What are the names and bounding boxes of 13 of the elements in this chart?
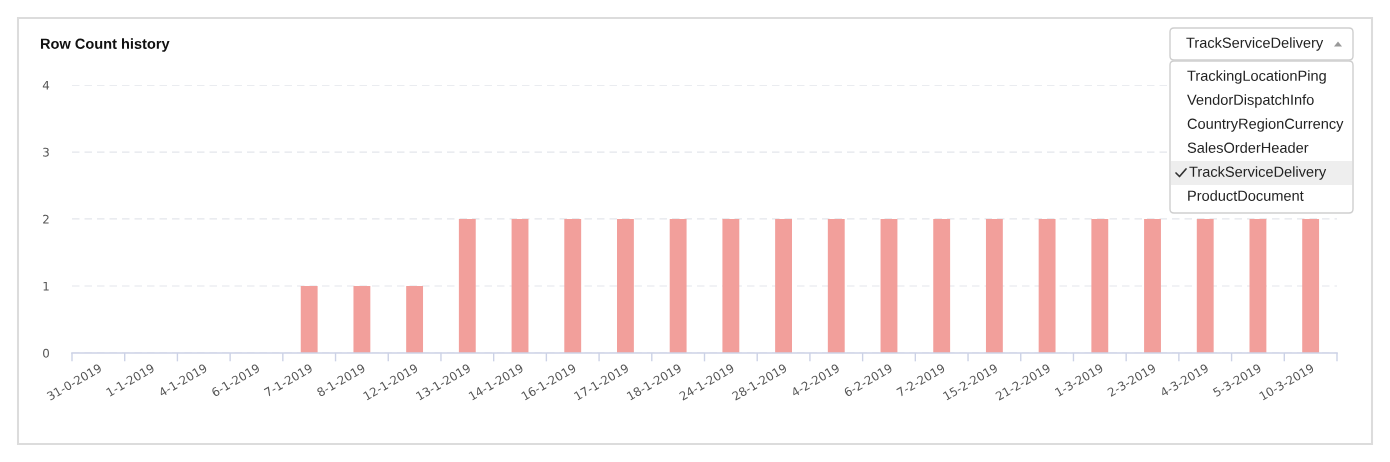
chart-title: Row Count history	[40, 38, 170, 52]
annotation: CountryRegionCurrency	[1187, 118, 1344, 132]
text: TrackServiceDelivery	[1186, 37, 1324, 51]
text: TrackingLocationPing	[1187, 70, 1326, 84]
annotation: VendorDispatchInfo	[1187, 94, 1314, 108]
y-tick-label: 4	[42, 80, 50, 90]
y-tick-label: 2	[43, 214, 49, 224]
y-tick-label: 3	[43, 147, 49, 157]
annotation: ProductDocument	[1188, 190, 1304, 201]
y-tick-label: 0	[43, 348, 49, 358]
annotation: TrackServiceDelivery	[1189, 166, 1327, 180]
annotation: SalesOrderHeader	[1187, 142, 1309, 153]
y-tick-label: 1	[43, 281, 49, 291]
